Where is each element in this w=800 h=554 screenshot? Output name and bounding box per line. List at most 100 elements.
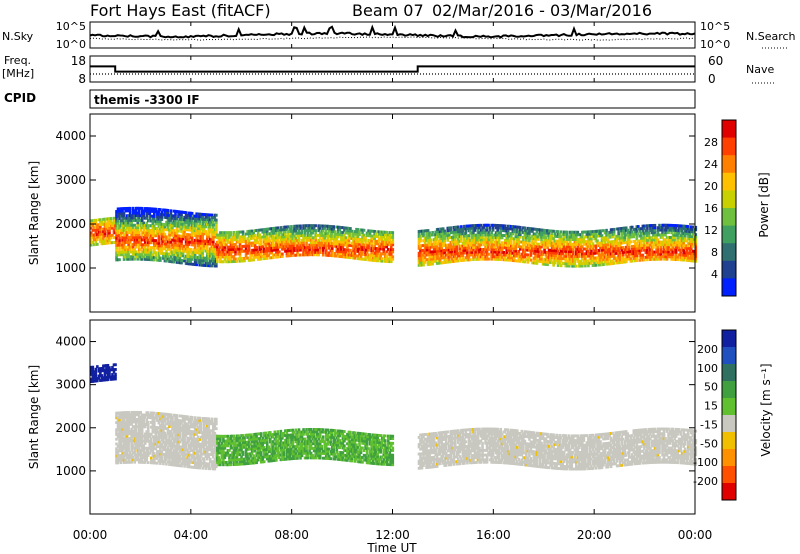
heatmap-cell (356, 228, 360, 232)
heatmap-cell (662, 257, 666, 261)
heatmap-cell (302, 238, 305, 242)
heatmap-cell (312, 250, 316, 254)
heatmap-cell (422, 231, 425, 235)
heatmap-cell (198, 256, 201, 260)
heatmap-cell (463, 241, 466, 245)
heatmap-cell (148, 224, 152, 228)
heatmap-cell (136, 214, 139, 218)
heatmap-cell (617, 258, 620, 262)
heatmap-cell (118, 234, 121, 237)
heatmap-cell (116, 212, 120, 216)
heatmap-cell (183, 232, 186, 236)
heatmap-cell (358, 240, 361, 244)
heatmap-cell (485, 223, 489, 227)
heatmap-cell (140, 223, 144, 227)
heatmap-cell (259, 255, 263, 259)
heatmap-cell (511, 232, 515, 236)
heatmap-cell (633, 230, 637, 234)
heatmap-cell (94, 218, 98, 222)
heatmap-cell (106, 373, 110, 377)
heatmap-cell (367, 231, 370, 235)
heatmap-cell (302, 253, 305, 257)
heatmap-cell (282, 228, 286, 232)
heatmap-cell (674, 231, 678, 235)
heatmap-cell (587, 252, 590, 256)
heatmap-cell (568, 240, 572, 244)
heatmap-cell (122, 226, 126, 230)
heatmap-cell (391, 236, 395, 239)
heatmap-cell (488, 233, 492, 237)
heatmap-cell (452, 242, 456, 246)
heatmap-cell (494, 250, 498, 254)
heatmap-cell (145, 250, 149, 254)
heatmap-cell (540, 243, 543, 246)
heatmap-cell (617, 244, 620, 248)
heatmap-cell (205, 259, 209, 263)
heatmap-cell (575, 235, 578, 239)
heatmap-cell (467, 243, 471, 247)
heatmap-cell (181, 254, 185, 258)
heatmap-cell (505, 234, 509, 238)
heatmap-cell (431, 250, 434, 254)
heatmap-cell (118, 253, 121, 257)
heatmap-cell (127, 415, 130, 419)
heatmap-cell (187, 247, 191, 251)
heatmap-cell (299, 224, 302, 228)
heatmap-cell (526, 243, 530, 247)
heatmap-cell (691, 237, 695, 241)
heatmap-cell (157, 258, 161, 262)
heatmap-cell (217, 243, 221, 247)
heatmap-cell (587, 261, 590, 265)
heatmap-cell (615, 259, 619, 262)
heatmap-cell (154, 207, 158, 211)
heatmap-cell (240, 259, 243, 263)
heatmap-cell (207, 225, 211, 229)
heatmap-cell (435, 249, 439, 253)
heatmap-cell (219, 233, 222, 237)
heatmap-cell (112, 377, 116, 381)
heatmap-cell (646, 243, 649, 247)
heatmap-cell (157, 220, 161, 224)
heatmap-cell (347, 226, 351, 230)
heatmap-cell (103, 364, 107, 368)
heatmap-cell (367, 239, 370, 242)
heatmap-cell (481, 252, 484, 256)
heatmap-cell (190, 233, 194, 237)
heatmap-cell (531, 227, 534, 231)
heatmap-cell (253, 234, 257, 237)
heatmap-cell (284, 235, 287, 239)
heatmap-cell (649, 253, 652, 257)
heatmap-cell (467, 224, 471, 228)
heatmap-cell (172, 231, 176, 235)
heatmap-cell (386, 247, 390, 251)
heatmap-cell (305, 238, 308, 242)
heatmap-cell (337, 247, 340, 251)
heatmap-cell (472, 241, 475, 245)
heatmap-cell (128, 206, 132, 210)
heatmap-cell (337, 235, 340, 239)
heatmap-cell (195, 219, 198, 223)
heatmap-cell (438, 237, 442, 241)
heatmap-cell (377, 232, 381, 236)
heatmap-cell (166, 257, 170, 261)
heatmap-cell (544, 229, 548, 232)
heatmap-cell (149, 209, 153, 213)
heatmap-cell (686, 229, 690, 233)
heatmap-cell (111, 377, 114, 381)
heatmap-cell (306, 226, 310, 230)
heatmap-cell (205, 218, 209, 222)
heatmap-cell (210, 252, 214, 256)
heatmap-cell (359, 247, 363, 251)
heatmap-cell (329, 225, 333, 228)
heatmap-cell (168, 245, 171, 249)
heatmap-cell (588, 230, 592, 234)
heatmap-cell (303, 233, 307, 237)
heatmap-cell (368, 231, 372, 235)
heatmap-cell (343, 250, 346, 254)
heatmap-cell (576, 257, 580, 261)
heatmap-cell (119, 413, 123, 417)
heatmap-cell (534, 227, 537, 231)
heatmap-cell (447, 260, 451, 264)
heatmap-cell (491, 250, 495, 254)
heatmap-cell (108, 226, 111, 230)
